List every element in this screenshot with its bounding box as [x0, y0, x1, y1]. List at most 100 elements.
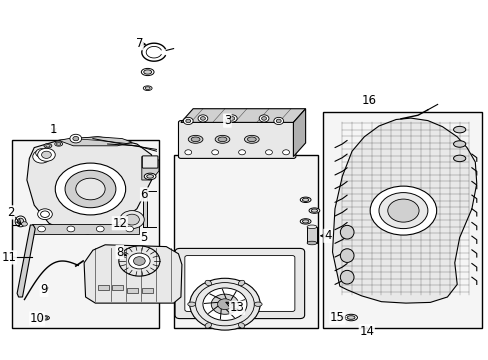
Ellipse shape [55, 142, 62, 146]
Circle shape [125, 226, 133, 232]
Text: 10: 10 [30, 312, 44, 325]
FancyBboxPatch shape [142, 156, 158, 168]
Polygon shape [142, 157, 159, 180]
Polygon shape [332, 118, 476, 303]
Circle shape [265, 150, 272, 155]
Bar [306, 227, 316, 243]
Ellipse shape [143, 86, 152, 90]
Circle shape [67, 226, 75, 232]
Ellipse shape [308, 208, 319, 213]
Circle shape [217, 299, 232, 310]
Circle shape [120, 211, 144, 229]
Circle shape [273, 117, 283, 125]
Circle shape [276, 119, 281, 123]
Ellipse shape [238, 280, 244, 286]
Circle shape [238, 150, 245, 155]
Circle shape [96, 226, 104, 232]
Circle shape [369, 186, 436, 235]
Ellipse shape [302, 220, 308, 223]
Text: 4: 4 [323, 229, 331, 242]
Text: 13: 13 [229, 301, 244, 314]
Ellipse shape [215, 135, 229, 143]
Circle shape [65, 170, 116, 208]
Circle shape [21, 222, 27, 226]
Bar [173, 155, 317, 328]
Polygon shape [293, 109, 305, 157]
Circle shape [38, 226, 45, 232]
Circle shape [198, 115, 207, 122]
FancyBboxPatch shape [178, 121, 295, 158]
Bar [98, 285, 108, 290]
Ellipse shape [188, 135, 203, 143]
Polygon shape [181, 109, 305, 122]
Ellipse shape [238, 323, 244, 328]
Text: 3: 3 [223, 114, 231, 127]
Circle shape [70, 134, 81, 143]
Circle shape [185, 119, 190, 123]
Circle shape [189, 278, 260, 330]
Ellipse shape [452, 141, 465, 147]
Ellipse shape [204, 323, 211, 328]
Circle shape [128, 253, 150, 269]
Polygon shape [59, 137, 132, 146]
Bar [322, 112, 481, 328]
Circle shape [76, 178, 105, 200]
Ellipse shape [143, 70, 151, 74]
Circle shape [229, 117, 234, 120]
Circle shape [55, 163, 125, 215]
Circle shape [195, 283, 254, 326]
Ellipse shape [44, 144, 52, 148]
Circle shape [259, 115, 268, 122]
Ellipse shape [187, 302, 195, 306]
Ellipse shape [306, 241, 316, 245]
Circle shape [203, 288, 246, 320]
Ellipse shape [340, 249, 353, 262]
Circle shape [133, 257, 145, 265]
Ellipse shape [340, 225, 353, 239]
Circle shape [73, 136, 79, 141]
Ellipse shape [302, 198, 308, 202]
Text: 12: 12 [112, 217, 127, 230]
Circle shape [387, 199, 418, 222]
Polygon shape [84, 245, 182, 303]
Circle shape [33, 150, 50, 163]
Text: 8: 8 [116, 246, 123, 258]
Polygon shape [17, 225, 35, 297]
Circle shape [119, 246, 160, 276]
Circle shape [183, 117, 193, 125]
Circle shape [211, 150, 218, 155]
Ellipse shape [15, 216, 26, 227]
Ellipse shape [46, 145, 50, 147]
Bar [142, 191, 146, 227]
FancyBboxPatch shape [184, 256, 294, 311]
Text: 16: 16 [361, 94, 376, 107]
Bar [127, 288, 138, 293]
Circle shape [41, 151, 51, 158]
Circle shape [211, 294, 238, 314]
Ellipse shape [204, 280, 211, 286]
Circle shape [36, 149, 47, 157]
Text: 7: 7 [135, 37, 143, 50]
Circle shape [38, 209, 52, 220]
Text: 5: 5 [140, 231, 148, 244]
Ellipse shape [141, 68, 154, 76]
Ellipse shape [41, 316, 49, 320]
Ellipse shape [306, 225, 316, 229]
Circle shape [184, 150, 191, 155]
Circle shape [124, 214, 139, 225]
Ellipse shape [254, 302, 262, 306]
Circle shape [282, 150, 289, 155]
Ellipse shape [18, 218, 23, 225]
Text: 14: 14 [359, 325, 373, 338]
Ellipse shape [452, 126, 465, 133]
Ellipse shape [144, 173, 156, 180]
Text: 15: 15 [329, 311, 344, 324]
Ellipse shape [218, 137, 226, 141]
Ellipse shape [300, 219, 310, 224]
Ellipse shape [191, 137, 200, 141]
Ellipse shape [247, 137, 256, 141]
Text: 11: 11 [1, 251, 16, 264]
Ellipse shape [346, 316, 354, 319]
Ellipse shape [146, 175, 153, 178]
Circle shape [261, 117, 266, 120]
